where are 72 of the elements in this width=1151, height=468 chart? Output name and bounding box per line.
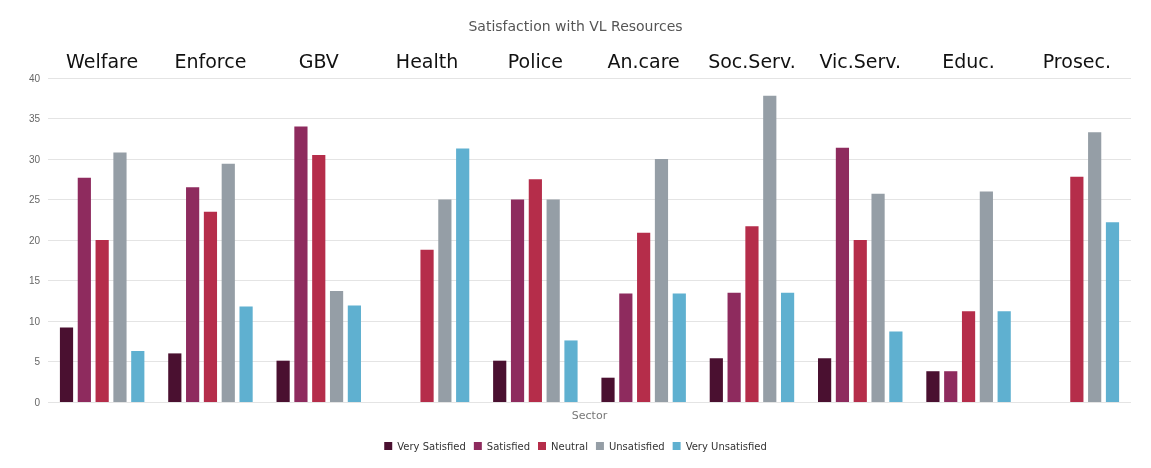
bar: [1105, 222, 1120, 402]
bar: [835, 147, 850, 402]
y-tick-label: 20: [28, 234, 41, 246]
bar: [1088, 132, 1102, 402]
bar: [637, 232, 651, 402]
bar: [961, 311, 976, 402]
bar: [871, 193, 885, 402]
bar: [438, 199, 452, 402]
chart-title: Satisfaction with VL Resources: [468, 18, 683, 34]
bar: [329, 291, 344, 402]
bar: [997, 311, 1011, 402]
x-tick-label: Vic.Serv.: [819, 49, 902, 72]
y-tick-label: 0: [34, 396, 41, 408]
bar: [456, 148, 470, 402]
x-tick-label: Welfare: [66, 49, 139, 72]
bar: [745, 226, 759, 402]
bar: [347, 305, 361, 402]
x-tick-label: Police: [507, 49, 563, 72]
bar: [528, 179, 542, 402]
x-tick-label: GBV: [298, 49, 339, 72]
x-tick-label: Health: [395, 49, 459, 72]
bar: [77, 177, 91, 402]
bar: [979, 191, 993, 402]
bar: [95, 240, 109, 402]
bar: [312, 154, 326, 402]
x-tick-label: Soc.Serv.: [708, 49, 796, 72]
bar: [239, 306, 253, 402]
x-tick-label: An.care: [607, 49, 680, 72]
bar: [889, 331, 903, 402]
bar: [131, 350, 145, 402]
bar: [510, 199, 525, 402]
bar: [709, 358, 723, 402]
bar: [294, 126, 308, 402]
bar: [221, 163, 235, 402]
legend-label: Satisfied: [486, 440, 531, 452]
y-tick-label: 10: [28, 315, 41, 327]
y-tick-label: 30: [28, 153, 41, 165]
x-tick-label: Enforce: [174, 49, 247, 72]
x-tick-label: Educ.: [942, 49, 995, 72]
legend-label: Unsatisfied: [608, 440, 665, 452]
bar: [926, 371, 940, 402]
bar: [420, 249, 434, 402]
y-tick-label: 40: [28, 72, 41, 84]
bar: [203, 211, 218, 402]
legend-label: Very Unsatisfied: [685, 440, 767, 452]
bar: [546, 199, 560, 402]
bar: [672, 293, 686, 402]
bar: [763, 95, 777, 402]
bar: [619, 293, 633, 402]
y-tick-label: 15: [28, 275, 41, 286]
bar: [818, 358, 832, 402]
bar: [853, 240, 867, 402]
bar: [654, 159, 669, 402]
y-tick-label: 25: [28, 194, 41, 205]
x-axis-title: Sector: [571, 409, 608, 422]
bar: [276, 360, 290, 402]
bar: [564, 340, 578, 402]
bar: [186, 187, 200, 402]
bar: [601, 377, 615, 402]
bar: [1070, 176, 1084, 402]
bar: [493, 360, 507, 402]
y-tick-label: 5: [34, 356, 41, 367]
bar: [780, 292, 795, 402]
legend-label: Neutral: [551, 440, 588, 452]
x-tick-label: Prosec.: [1042, 49, 1111, 72]
bar: [168, 353, 182, 402]
y-tick-label: 35: [28, 113, 41, 124]
bar: [113, 152, 127, 402]
legend-label: Very Satisfied: [397, 440, 466, 452]
bar: [59, 327, 74, 402]
bar: [727, 292, 741, 402]
bar: [944, 371, 958, 402]
